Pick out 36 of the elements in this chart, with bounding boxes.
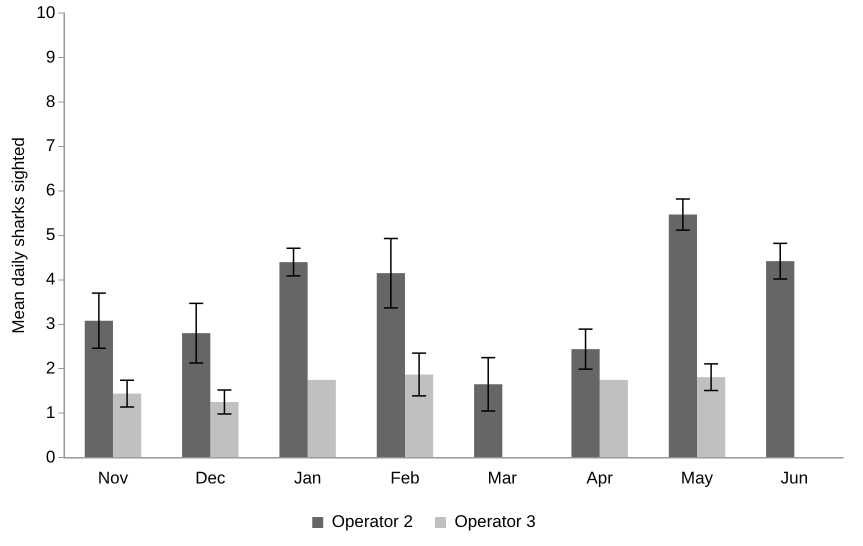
x-tick-label: Jan [294, 468, 322, 488]
bar [279, 262, 308, 458]
y-tick-label: 1 [46, 402, 56, 422]
y-tick-label: 5 [46, 225, 56, 244]
bar [668, 214, 697, 458]
y-tick-label: 2 [46, 358, 56, 378]
bar [600, 380, 628, 458]
bar [571, 349, 600, 458]
bar [766, 261, 794, 458]
y-tick-label: 8 [46, 92, 56, 111]
y-tick-label: 3 [46, 314, 56, 333]
x-tick-label: Feb [390, 468, 420, 488]
bar [182, 333, 210, 458]
x-tick-label: Apr [586, 468, 614, 488]
y-tick-label: 0 [46, 447, 56, 466]
y-tick-label: 7 [46, 136, 56, 156]
y-tick-label: 10 [36, 2, 56, 22]
bar [376, 273, 405, 458]
y-tick-label: 6 [46, 180, 56, 200]
bar [696, 377, 726, 458]
bar [474, 384, 502, 458]
y-axis-title: Mean daily sharks sighted [8, 137, 28, 334]
y-tick-label: 9 [46, 47, 56, 66]
bar [112, 394, 142, 458]
legend-label: Operator 3 [454, 512, 536, 532]
x-tick-label: Nov [98, 468, 129, 488]
bar [308, 380, 336, 458]
legend-label: Operator 2 [332, 512, 413, 532]
x-tick-label: Dec [195, 468, 226, 488]
x-tick-label: Jun [780, 468, 808, 488]
x-tick-label: Mar [488, 468, 518, 488]
y-tick-label: 4 [46, 270, 56, 289]
bar [84, 320, 113, 458]
bar [210, 402, 239, 458]
x-tick-label: May [680, 468, 714, 488]
bar [404, 374, 434, 458]
